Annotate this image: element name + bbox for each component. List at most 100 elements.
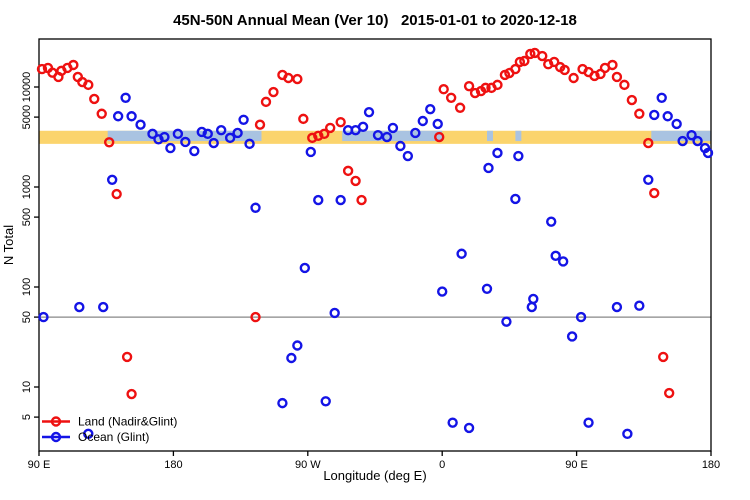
ocean-point — [510, 193, 521, 205]
land-point — [514, 56, 526, 68]
ocean-point — [381, 131, 393, 143]
x-tick-label: 0 — [439, 459, 445, 471]
plot-frame — [38, 38, 712, 452]
ocean-point — [224, 132, 236, 144]
ocean-point — [656, 92, 667, 103]
ocean-point — [483, 162, 494, 174]
ocean-point — [83, 428, 94, 440]
land-point — [350, 175, 361, 187]
land-point — [342, 165, 354, 177]
land-point — [510, 63, 521, 75]
ocean-point — [299, 262, 311, 274]
ocean-point — [106, 174, 118, 186]
land-point — [658, 351, 669, 363]
land-point — [619, 79, 630, 91]
land-point — [568, 72, 579, 84]
ocean-point — [363, 106, 375, 118]
legend-marker-ocean-icon — [50, 431, 62, 443]
land-point — [480, 82, 491, 94]
land-point — [519, 55, 530, 67]
land-point — [434, 131, 445, 143]
y-tick-label: 5000 — [21, 105, 33, 129]
lightblue-band-segment — [487, 130, 493, 142]
land-point — [463, 80, 475, 92]
land-point — [298, 113, 309, 125]
x-axis-label: Longitude (deg E) — [323, 468, 426, 483]
ocean-point — [286, 352, 297, 364]
land-point — [250, 311, 261, 323]
land-point — [68, 59, 79, 71]
x-tick-label: 180 — [702, 459, 720, 471]
ocean-point — [329, 307, 340, 319]
ocean-point — [463, 422, 475, 434]
ocean-point — [410, 127, 421, 139]
ocean-point — [180, 136, 191, 148]
land-point — [307, 132, 318, 144]
land-point — [626, 94, 638, 106]
ocean-point — [692, 135, 703, 147]
ocean-point — [583, 417, 594, 428]
ocean-point — [447, 417, 458, 428]
land-point — [268, 86, 279, 98]
ocean-point — [528, 293, 539, 305]
ocean-point — [501, 316, 512, 327]
ocean-point — [372, 129, 384, 141]
y-tick-label: 10000 — [21, 72, 33, 103]
legend-label-ocean: Ocean (Glint) — [78, 430, 149, 444]
ocean-point — [671, 118, 682, 130]
y-tick-label: 5 — [21, 414, 33, 420]
y-tick-label: 50 — [21, 311, 33, 323]
ocean-point — [546, 216, 557, 227]
ocean-point — [250, 202, 261, 213]
ocean-point — [320, 396, 331, 407]
land-point — [96, 108, 107, 119]
ocean-point — [147, 128, 158, 140]
land-point — [525, 48, 536, 60]
land-point — [260, 96, 272, 108]
land-point — [335, 116, 346, 128]
land-point — [649, 187, 660, 199]
lightblue-band-segment — [515, 130, 522, 142]
ocean-point — [196, 126, 207, 138]
ocean-point — [172, 128, 184, 140]
ocean-point — [189, 145, 200, 157]
ocean-point — [456, 248, 467, 259]
land-point — [607, 59, 618, 71]
ocean-point — [395, 140, 406, 152]
ocean-point — [126, 111, 137, 122]
y-tick-label: 500 — [21, 208, 33, 226]
ocean-point — [437, 286, 448, 297]
land-point — [103, 137, 115, 148]
land-point — [292, 73, 303, 85]
ocean-point — [677, 135, 688, 147]
ocean-point — [492, 147, 503, 159]
ocean-point — [702, 147, 714, 159]
land-point — [492, 79, 503, 91]
land-point — [589, 70, 600, 82]
legend-marker-land-icon — [50, 416, 62, 427]
ocean-point — [112, 111, 124, 122]
ocean-point — [417, 115, 428, 127]
land-point — [319, 128, 330, 140]
x-tick-label: 90 W — [295, 459, 321, 471]
ocean-point — [305, 146, 316, 158]
chart-title: 45N-50N Annual Mean (Ver 10) 2015-01-01 … — [173, 12, 577, 29]
land-point — [438, 84, 449, 95]
ocean-point — [432, 118, 443, 130]
x-tick-label: 90 E — [28, 459, 51, 471]
ocean-point — [425, 103, 436, 115]
ocean-point — [387, 122, 399, 134]
land-point — [313, 130, 324, 142]
land-point — [469, 87, 481, 99]
ocean-point — [622, 428, 633, 440]
ocean-point — [649, 109, 660, 121]
legend-label-land: Land (Nadir&Glint) — [78, 415, 177, 429]
y-axis-label: N Total — [1, 225, 16, 265]
lightblue-band-segment — [342, 130, 443, 142]
land-point — [559, 64, 570, 76]
ocean-point — [38, 311, 49, 323]
land-point — [121, 351, 133, 363]
ocean-point — [566, 331, 578, 342]
